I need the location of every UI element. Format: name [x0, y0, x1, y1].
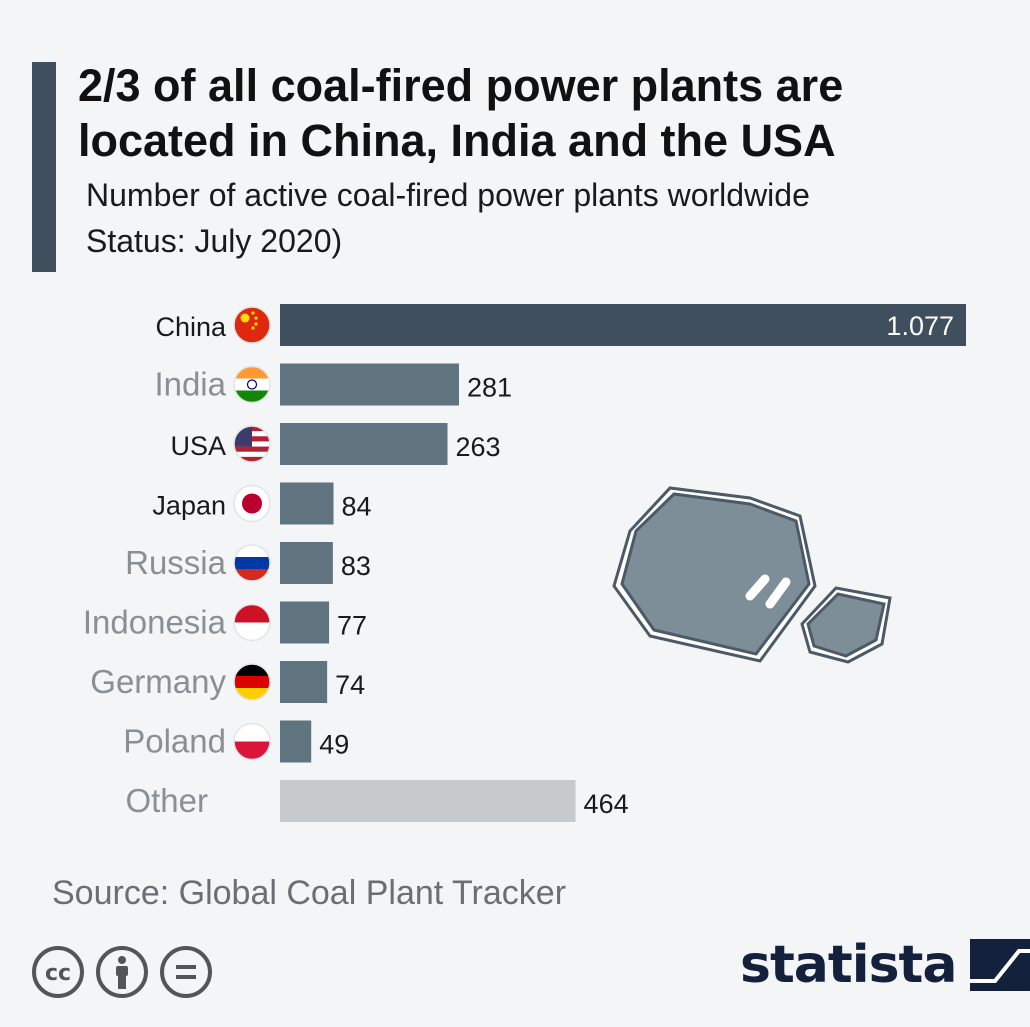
category-label: India	[154, 366, 226, 403]
india-flag-icon-ring	[233, 365, 271, 404]
bar	[280, 542, 333, 584]
category-label: Other	[125, 782, 208, 819]
accent-bar	[32, 62, 56, 272]
value-label: 74	[335, 670, 365, 700]
china-flag-icon	[234, 307, 270, 343]
category-label: USA	[170, 431, 226, 461]
bar	[280, 601, 330, 644]
bar	[280, 482, 334, 525]
cc-icon[interactable]: cc	[30, 944, 86, 1000]
category-label: Japan	[152, 491, 226, 521]
usa-flag-icon	[234, 426, 270, 462]
china-flag-icon-ring	[233, 306, 271, 344]
attribution-icon[interactable]	[94, 944, 150, 1000]
bar-chart: China 1.077 India 281 USA 263 Japan 84 Russia 83 I…	[83, 304, 966, 822]
chart-subtitle: Number of active coal-fired power plants…	[86, 177, 810, 259]
category-label: Poland	[123, 723, 226, 760]
bar	[280, 661, 328, 703]
statista-logo[interactable]: statista	[740, 935, 1030, 995]
germany-flag-icon-ring	[233, 663, 271, 701]
svg-text:cc: cc	[45, 961, 71, 986]
statista-logo-icon	[970, 939, 1030, 991]
russia-flag-icon-ring	[233, 544, 271, 582]
value-label: 84	[342, 492, 372, 522]
indonesia-flag-icon	[234, 604, 270, 641]
bar	[280, 304, 966, 346]
source-note: Source: Global Coal Plant Tracker	[52, 874, 567, 912]
coal-plant-illustration	[612, 486, 892, 664]
bar	[280, 423, 448, 465]
poland-flag-icon	[234, 723, 270, 760]
japan-flag-icon-ring	[233, 484, 271, 523]
usa-flag-icon-ring	[233, 425, 271, 463]
poland-flag-icon-ring	[233, 722, 271, 761]
indonesia-flag-icon-ring	[233, 603, 271, 642]
brand-name: statista	[740, 935, 957, 995]
bar	[280, 720, 312, 763]
bar	[280, 780, 576, 822]
category-label: Germany	[90, 663, 226, 700]
value-label: 77	[337, 611, 367, 641]
value-label: 49	[319, 730, 349, 760]
license-icons: cc	[30, 944, 214, 1000]
category-label: China	[155, 312, 227, 342]
bar	[280, 363, 459, 406]
value-label: 83	[341, 551, 371, 581]
value-label: 263	[456, 432, 501, 462]
category-label: Russia	[125, 544, 227, 581]
chart-title: 2/3 of all coal-fired power plants are l…	[78, 60, 844, 166]
category-label: Indonesia	[83, 604, 227, 641]
japan-flag-icon	[234, 485, 270, 522]
value-label: 1.077	[886, 311, 954, 341]
no-derivatives-icon[interactable]	[158, 944, 214, 1000]
value-label: 464	[584, 789, 629, 819]
value-label: 281	[467, 373, 512, 403]
